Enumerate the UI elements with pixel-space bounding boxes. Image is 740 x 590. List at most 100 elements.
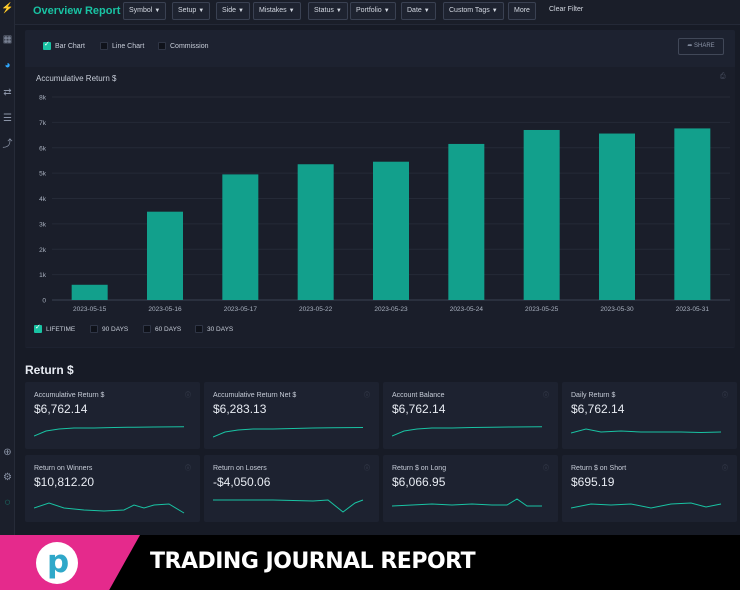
bar-chart-checkbox[interactable]: [43, 40, 51, 50]
range-60-days[interactable]: 60 DAYS: [143, 325, 181, 333]
metric-label: Return $ on Short: [571, 465, 627, 472]
sparkline: [392, 498, 542, 507]
range-30-days[interactable]: 30 DAYS: [195, 325, 233, 333]
share-button[interactable]: ➦ SHARE: [678, 38, 724, 55]
sparkline-path: [213, 427, 364, 438]
filter-label: Setup: [178, 7, 197, 14]
x-tick-label: 2023-05-31: [676, 306, 710, 313]
filter-mistakes[interactable]: Mistakes ▼: [253, 2, 301, 20]
sync-icon[interactable]: ◌: [4, 497, 11, 508]
info-icon[interactable]: ⓘ: [721, 393, 728, 399]
metric-label: Return on Winners: [34, 465, 93, 472]
sparkline-path: [571, 502, 722, 509]
range-90-days[interactable]: 90 DAYS: [90, 325, 128, 333]
page-title: Overview Report: [33, 5, 121, 17]
line-chart-checkbox[interactable]: [100, 42, 108, 50]
chevron-down-icon: ▼: [335, 8, 342, 14]
range-lifetime-checkbox[interactable]: [34, 323, 42, 333]
bar-2023-05-16: [147, 211, 183, 300]
range-60-checkbox[interactable]: [143, 325, 151, 333]
metric-card: Account Balance $6,762.14 ⓘ: [383, 382, 558, 449]
line-chart-toggle[interactable]: Line Chart: [100, 42, 144, 50]
commission-checkbox[interactable]: [158, 42, 166, 50]
dashboard-icon[interactable]: ▦: [2, 34, 13, 45]
sparkline: [213, 427, 364, 438]
filter-side[interactable]: Side ▼: [216, 2, 250, 20]
bar-chart-toggle[interactable]: Bar Chart: [43, 40, 85, 50]
range-label: 90 DAYS: [102, 325, 129, 333]
bar-chart-svg: 0 1k 2k 3k 4k 5k 6k 7k 8k 2023-05-15 2023-05-16 202…: [39, 95, 730, 313]
info-icon[interactable]: ⓘ: [184, 466, 191, 472]
bar-chart-label: Bar Chart: [55, 42, 85, 50]
app-logo-icon[interactable]: ⚡: [1, 3, 14, 14]
info-icon[interactable]: ⓘ: [363, 466, 370, 472]
x-tick-label: 2023-05-25: [525, 306, 559, 313]
filter-custom-tags[interactable]: Custom Tags ▼: [443, 2, 504, 20]
add-icon[interactable]: ⊕: [3, 447, 12, 458]
chevron-down-icon: ▼: [238, 8, 244, 14]
metric-value: -$4,050.06: [213, 475, 271, 489]
filter-label: Side: [222, 7, 237, 14]
bar-2023-05-23: [373, 161, 409, 300]
accumulative-return-chart: Accumulative Return $ ⎙ 0 1k 2k 3k 4k 5k 6k 7k 8…: [25, 67, 735, 347]
y-tick-label: 2k: [39, 247, 47, 254]
info-icon[interactable]: ⓘ: [184, 393, 191, 399]
metric-card: Accumulative Return $ $6,762.14 ⓘ: [25, 382, 200, 449]
metric-label: Accumulative Return $: [34, 392, 105, 399]
print-icon[interactable]: ⎙: [720, 73, 726, 80]
sidebar: ⚡ ▦ ◕ ⇄ ☰ ⤴ ⊕ ⚙ ◌: [0, 0, 15, 535]
sparkline-path: [34, 502, 185, 514]
return-section-title: Return $: [25, 363, 74, 377]
y-tick-label: 8k: [39, 95, 47, 102]
sparkline-path: [392, 426, 543, 437]
x-tick-label: 2023-05-15: [73, 306, 107, 313]
info-icon[interactable]: ⓘ: [363, 393, 370, 399]
line-chart-label: Line Chart: [112, 42, 145, 50]
filter-portfolio[interactable]: Portfolio ▼: [350, 2, 396, 20]
info-icon[interactable]: ⓘ: [542, 466, 549, 472]
x-tick-label: 2023-05-22: [299, 306, 333, 313]
metric-value: $6,283.13: [213, 402, 267, 416]
sparkline-path: [571, 428, 722, 434]
filter-date[interactable]: Date ▼: [401, 2, 436, 20]
commission-toggle[interactable]: Commission: [158, 42, 209, 50]
range-lifetime[interactable]: LIFETIME: [34, 323, 75, 333]
range-label: 30 DAYS: [207, 325, 234, 333]
filter-status[interactable]: Status ▼: [308, 2, 348, 20]
analytics-trend-icon[interactable]: ⤴: [2, 139, 13, 150]
filter-label: Custom Tags: [449, 7, 490, 14]
metric-value: $10,812.20: [34, 475, 95, 489]
filter-label: Date: [407, 7, 422, 14]
clear-filter-button[interactable]: Clear Filter: [549, 6, 584, 13]
share-icon: ➦: [687, 43, 693, 49]
metric-card: Daily Return $ $6,762.14 ⓘ: [562, 382, 737, 449]
metric-value: $6,762.14: [571, 402, 625, 416]
metric-card: Return $ on Long $6,066.95 ⓘ: [383, 455, 558, 522]
y-tick-label: 7k: [39, 120, 47, 127]
info-icon[interactable]: ⓘ: [542, 393, 549, 399]
reports-pie-icon[interactable]: ◕: [4, 60, 11, 71]
chevron-down-icon: ▼: [491, 8, 498, 14]
filter-setup[interactable]: Setup ▼: [172, 2, 211, 20]
filter-label: Portfolio: [356, 7, 382, 14]
range-30-checkbox[interactable]: [195, 325, 203, 333]
report-banner: p TRADING JOURNAL REPORT: [0, 535, 740, 590]
sparkline: [34, 502, 185, 514]
gear-icon[interactable]: ⚙: [3, 472, 12, 483]
metric-card: Return on Losers -$4,050.06 ⓘ: [204, 455, 379, 522]
trades-transfer-icon[interactable]: ⇄: [3, 87, 12, 98]
metric-card: Return $ on Short $695.19 ⓘ: [562, 455, 737, 522]
chart-title: Accumulative Return $: [36, 74, 117, 83]
info-icon[interactable]: ⓘ: [721, 466, 728, 472]
top-bar: Overview Report Symbol ▼ Setup ▼ Side ▼ Mistak…: [15, 0, 740, 25]
chevron-down-icon: ▼: [423, 8, 430, 14]
settings-sliders-icon[interactable]: ☰: [3, 113, 12, 124]
chevron-down-icon: ▼: [383, 8, 390, 14]
range-90-checkbox[interactable]: [90, 325, 98, 333]
sparkline: [571, 502, 722, 509]
filter-symbol[interactable]: Symbol ▼: [123, 2, 167, 20]
metric-value: $6,066.95: [392, 475, 446, 489]
sparkline: [34, 426, 185, 437]
chevron-down-icon: ▼: [198, 8, 205, 14]
more-button[interactable]: More: [508, 2, 536, 20]
